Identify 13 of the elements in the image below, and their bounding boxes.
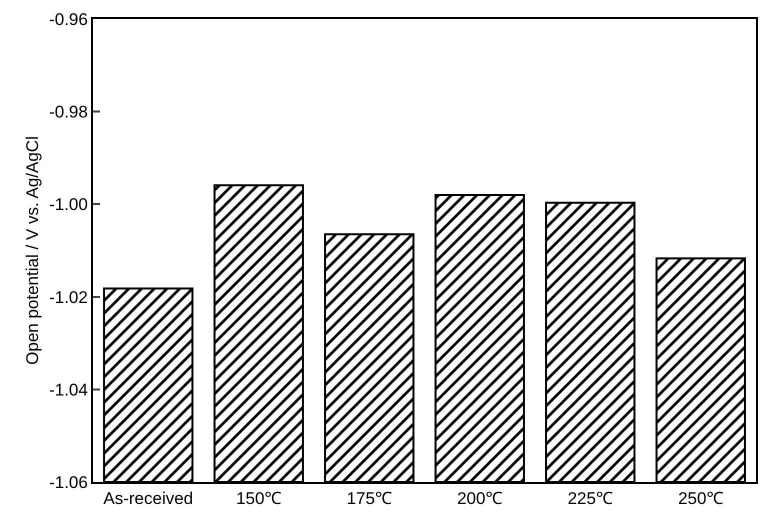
y-tick-label: -1.00: [49, 195, 88, 214]
x-tick-label: 175℃: [346, 489, 392, 508]
x-tick-label: 150℃: [236, 489, 282, 508]
x-tick-label: 200℃: [457, 489, 502, 508]
y-axis-title: Open potential / V vs. Ag/AgCl: [23, 136, 42, 365]
x-tick-label: 250℃: [678, 489, 724, 508]
x-tick-label: As-received: [103, 489, 194, 508]
y-tick-label: -1.02: [49, 288, 88, 307]
x-tick-label: 225℃: [568, 489, 613, 508]
y-tick-label: -0.96: [49, 10, 88, 29]
y-tick-label: -1.04: [49, 380, 88, 400]
y-tick-label: -1.06: [49, 472, 88, 492]
y-tick-label: -0.98: [49, 102, 88, 122]
